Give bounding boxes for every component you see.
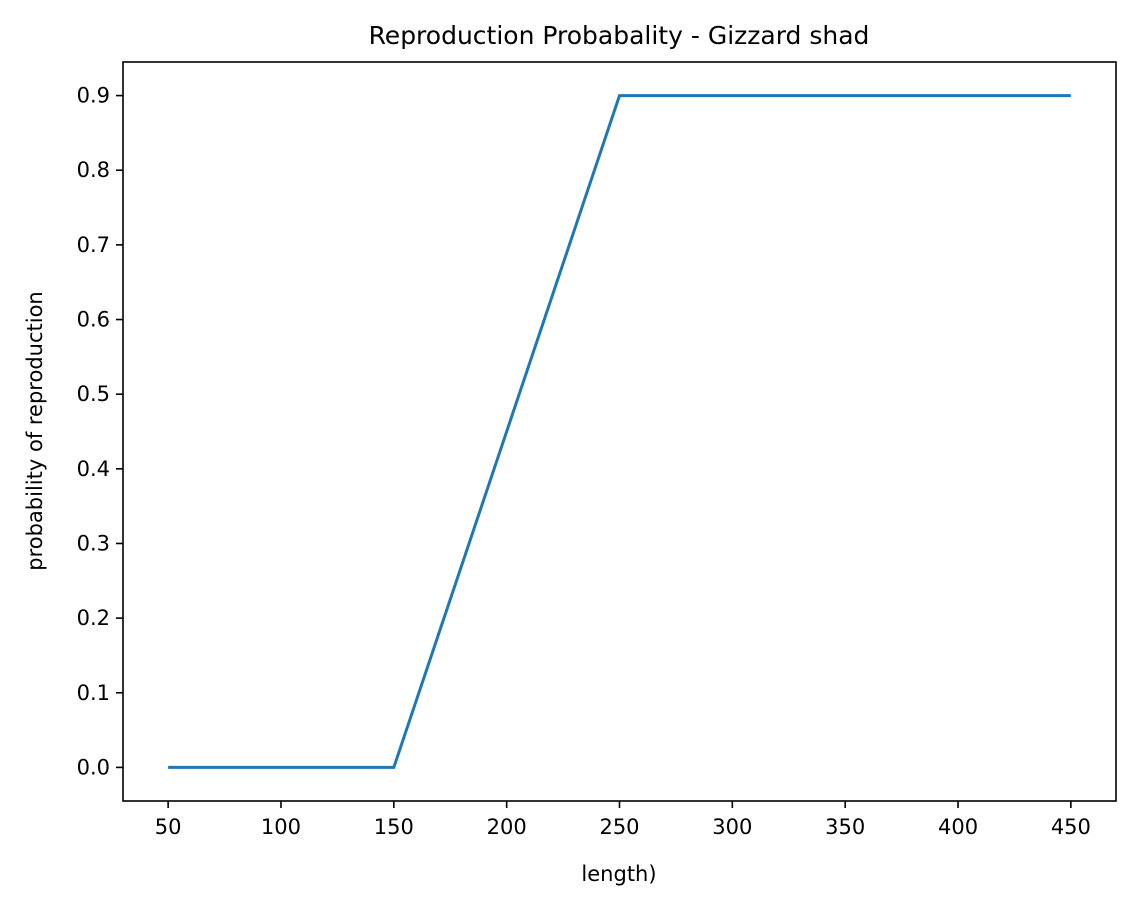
- y-tick-label: 0.1: [77, 681, 110, 705]
- chart-title: Reproduction Probabality - Gizzard shad: [369, 21, 870, 50]
- x-axis: 50 100 150 200 250 300 350 400 450: [155, 801, 1091, 839]
- y-tick-label: 0.5: [77, 382, 110, 406]
- axes-frame: [122, 61, 1117, 802]
- x-tick-label: 350: [825, 815, 865, 839]
- y-axis: 0.0 0.1 0.2 0.3 0.4 0.5 0.6 0.7 0.8 0.9: [77, 84, 123, 779]
- y-tick-label: 0.6: [77, 308, 110, 332]
- y-tick-label: 0.0: [77, 755, 110, 779]
- y-tick-label: 0.7: [77, 233, 110, 257]
- x-tick-label: 100: [261, 815, 301, 839]
- x-tick-label: 150: [374, 815, 414, 839]
- y-tick-label: 0.3: [77, 531, 110, 555]
- y-tick-label: 0.8: [77, 158, 110, 182]
- x-tick-label: 250: [599, 815, 639, 839]
- y-tick-label: 0.9: [77, 84, 110, 108]
- x-tick-label: 400: [938, 815, 978, 839]
- x-axis-label: length): [581, 862, 656, 886]
- x-tick-label: 300: [712, 815, 752, 839]
- x-tick-label: 450: [1051, 815, 1091, 839]
- series-line-0: [168, 94, 1071, 769]
- y-tick-label: 0.4: [77, 457, 110, 481]
- x-tick-label: 50: [155, 815, 182, 839]
- x-tick-label: 200: [487, 815, 527, 839]
- y-axis-label: probability of reproduction: [23, 291, 47, 571]
- plot-area: [168, 94, 1071, 769]
- y-tick-label: 0.2: [77, 606, 110, 630]
